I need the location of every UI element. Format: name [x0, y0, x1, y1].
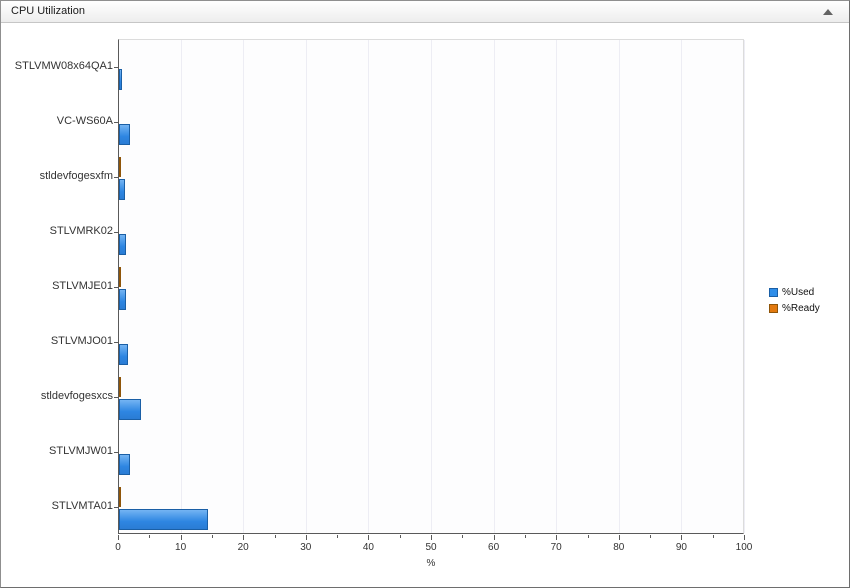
y-axis-tick	[114, 396, 118, 398]
x-axis-major-tick	[431, 535, 432, 540]
gridline	[368, 40, 370, 533]
bar-used[interactable]	[119, 453, 131, 475]
gridline	[493, 40, 495, 533]
used-swatch-icon	[769, 288, 778, 297]
x-axis-tick-label: 50	[425, 542, 437, 553]
x-axis-minor-tick	[211, 535, 213, 538]
x-axis-major-tick	[744, 535, 745, 540]
panel-titlebar: CPU Utilization	[1, 1, 849, 23]
y-axis-tick	[114, 451, 118, 453]
x-axis-major-tick	[368, 535, 370, 540]
category-label: STLVMJO01	[50, 334, 113, 347]
legend-label-ready: %Ready	[782, 303, 820, 314]
x-axis-tick-label: 80	[613, 542, 625, 553]
chart-legend: %Used %Ready	[769, 287, 820, 319]
bar-ready[interactable]	[119, 376, 121, 397]
y-axis-tick	[114, 231, 118, 233]
gridline	[305, 40, 307, 533]
gridline	[681, 40, 683, 533]
x-axis-tick-label: 90	[675, 542, 687, 553]
gridline	[618, 40, 620, 533]
x-axis-major-tick	[681, 535, 683, 540]
x-axis-minor-tick	[337, 535, 339, 538]
x-axis-major-tick	[305, 535, 307, 540]
legend-item-used: %Used	[769, 287, 820, 298]
bar-used[interactable]	[119, 288, 126, 310]
x-axis-tick-label: 30	[300, 542, 312, 553]
legend-item-ready: %Ready	[769, 303, 820, 314]
gridline	[556, 40, 558, 533]
x-axis-minor-tick	[274, 535, 276, 538]
x-axis-major-tick	[118, 535, 119, 540]
gridline	[744, 40, 745, 533]
x-axis-tick-label: 0	[115, 542, 121, 553]
bar-used[interactable]	[119, 123, 130, 145]
bar-used[interactable]	[119, 508, 208, 530]
x-axis-minor-tick	[399, 535, 401, 538]
gridline	[243, 40, 245, 533]
x-axis-minor-tick	[524, 535, 526, 538]
x-axis-title: %	[426, 558, 436, 569]
x-axis-minor-tick	[462, 535, 464, 538]
category-label: VC-WS60A	[56, 114, 113, 127]
y-axis-tick	[114, 121, 118, 123]
x-axis-minor-tick	[587, 535, 589, 538]
x-axis-tick-label: 20	[237, 542, 249, 553]
chart-plot-area	[118, 39, 745, 534]
bar-used[interactable]	[119, 233, 126, 255]
x-axis-major-tick	[243, 535, 245, 540]
gridline	[180, 40, 182, 533]
x-axis-tick-label: 10	[175, 542, 187, 553]
category-label: STLVMW08x64QA1	[14, 59, 113, 72]
x-axis-tick-label: 60	[488, 542, 500, 553]
bar-used[interactable]	[119, 178, 126, 200]
x-axis-minor-tick	[650, 535, 652, 538]
ready-swatch-icon	[769, 304, 778, 313]
bar-used[interactable]	[119, 68, 123, 90]
x-axis-major-tick	[556, 535, 558, 540]
collapse-up-icon[interactable]	[823, 9, 833, 15]
x-axis-tick-label: 70	[550, 542, 562, 553]
category-label: STLVMTA01	[51, 499, 113, 512]
y-axis-tick	[114, 176, 118, 178]
category-label: STLVMRK02	[49, 224, 113, 237]
bar-ready[interactable]	[119, 156, 121, 177]
x-axis-minor-tick	[149, 535, 151, 538]
gridline	[431, 40, 432, 533]
legend-label-used: %Used	[782, 287, 815, 298]
chart-area: STLVMW08x64QA1 VC-WS60A stldevfogesxfm STLV…	[1, 24, 849, 587]
x-axis-minor-tick	[712, 535, 714, 538]
bar-used[interactable]	[119, 398, 141, 420]
y-axis-tick	[114, 341, 118, 343]
x-axis-tick-label: 40	[362, 542, 374, 553]
y-axis-tick	[114, 286, 118, 288]
category-label: stldevfogesxfm	[39, 169, 113, 182]
x-axis-major-tick	[180, 535, 182, 540]
y-axis-tick	[114, 66, 118, 68]
bar-ready[interactable]	[119, 486, 122, 507]
x-axis-tick-label: 100	[735, 542, 753, 553]
category-label: STLVMJW01	[49, 444, 113, 457]
bar-used[interactable]	[119, 343, 129, 365]
x-axis-major-tick	[493, 535, 495, 540]
y-axis-tick	[114, 506, 118, 508]
category-label: stldevfogesxcs	[40, 389, 113, 402]
category-label: STLVMJE01	[52, 279, 113, 292]
panel-title: CPU Utilization	[11, 5, 85, 17]
bar-ready[interactable]	[119, 266, 121, 287]
x-axis-major-tick	[618, 535, 620, 540]
